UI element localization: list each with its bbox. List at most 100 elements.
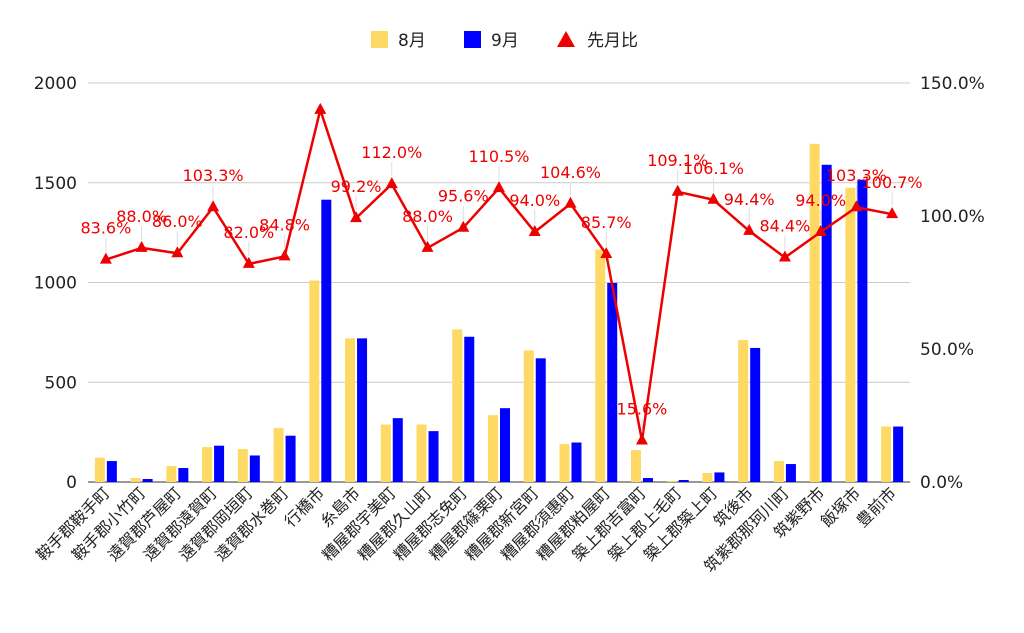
x-category-label: 行橋市	[281, 483, 328, 530]
bar-sep	[464, 336, 475, 482]
bar-aug	[416, 424, 427, 482]
ratio-marker	[528, 224, 541, 236]
bar-aug	[702, 473, 713, 482]
bar-aug	[595, 249, 606, 482]
bar-sep	[785, 464, 796, 482]
ratio-marker	[493, 181, 505, 193]
ratio-marker	[314, 102, 327, 114]
bar-aug	[809, 143, 820, 482]
ratio-marker	[421, 240, 434, 252]
ratio-marker	[600, 247, 613, 259]
y-right-tick-label: 0.0%	[920, 473, 963, 493]
bar-sep	[607, 282, 618, 482]
bar-sep	[321, 199, 332, 482]
bar-aug	[273, 428, 284, 482]
bar-aug	[452, 329, 463, 482]
bar-sep	[106, 461, 117, 482]
data-labels: 83.6%88.0%86.0%103.3%82.0%84.8%99.2%112.…	[80, 143, 923, 433]
ratio-marker	[707, 192, 720, 204]
ratio-marker	[207, 200, 220, 212]
ratio-data-label: 85.7%	[581, 213, 632, 232]
bar-sep	[714, 472, 725, 482]
legend-label-ratio: 先月比	[587, 31, 638, 51]
bar-aug	[630, 450, 641, 482]
ratio-marker	[778, 250, 791, 262]
ratio-data-label: 82.0%	[223, 223, 274, 242]
ratio-data-label: 106.1%	[683, 159, 744, 178]
bar-aug	[345, 338, 356, 482]
bar-aug	[845, 187, 856, 483]
bar-aug	[94, 457, 105, 482]
ratio-marker	[814, 224, 827, 236]
bar-aug	[309, 280, 320, 482]
bar-sep	[678, 480, 689, 482]
y-left-tick-label: 500	[45, 373, 77, 393]
ratio-data-label: 104.6%	[540, 163, 601, 182]
ratio-data-label: 83.6%	[80, 219, 131, 238]
bar-sep	[500, 408, 510, 482]
bar-aug	[166, 466, 177, 482]
ratio-data-label: 112.0%	[361, 143, 422, 162]
bar-sep	[821, 164, 832, 483]
ratio-marker	[171, 246, 184, 258]
bar-sep	[249, 455, 260, 482]
ratio-marker	[743, 223, 756, 235]
y-left-tick-label: 1500	[34, 174, 77, 194]
ratio-marker	[457, 220, 470, 232]
ratio-marker	[671, 184, 684, 196]
ratio-data-label: 103.3%	[183, 166, 244, 185]
ratio-marker	[564, 196, 577, 208]
ratio-marker	[385, 177, 398, 189]
bar-aug	[738, 339, 749, 482]
bar-aug	[559, 444, 570, 482]
bar-sep	[428, 431, 439, 482]
bar-sep	[893, 426, 904, 482]
bar-sep	[178, 468, 189, 482]
bar-sep	[857, 179, 868, 482]
bar-aug	[773, 461, 784, 482]
ratio-data-label: 103.3%	[826, 166, 887, 185]
gridlines	[88, 82, 910, 483]
ratio-data-label: 99.2%	[331, 177, 382, 196]
bar-sep	[642, 478, 653, 482]
y-left-tick-label: 2000	[34, 74, 77, 94]
ratio-marker	[242, 256, 255, 268]
bar-aug	[488, 415, 498, 482]
bar-sep	[535, 358, 546, 482]
bar-sep	[392, 418, 403, 482]
ratio-data-label: 88.0%	[116, 207, 167, 226]
x-category-label: 飯塚市	[817, 483, 864, 530]
bar-aug	[881, 426, 892, 482]
ratio-marker	[635, 433, 648, 445]
y-left-tick-label: 0	[66, 473, 77, 493]
ratio-marker	[99, 252, 112, 264]
ratio-data-label: 86.0%	[152, 212, 203, 231]
ratio-data-label: 95.6%	[438, 187, 489, 206]
bar-sep	[571, 442, 582, 482]
bar-aug	[237, 449, 248, 482]
ratio-data-label: 15.6%	[617, 400, 668, 419]
ratio-marker	[278, 249, 291, 261]
bar-aug	[130, 478, 141, 482]
ratio-data-label: 94.0%	[795, 191, 846, 210]
legend-marker-ratio	[557, 31, 575, 47]
bar-sep	[214, 445, 225, 482]
legend-label-aug: 8月	[398, 31, 426, 51]
ratio-marker	[850, 200, 863, 212]
bar-aug	[202, 447, 213, 482]
bar-sep	[750, 347, 761, 482]
ratio-marker	[350, 211, 363, 223]
bars	[94, 143, 904, 483]
bar-aug	[380, 424, 391, 482]
ratio-data-label: 94.0%	[509, 191, 560, 210]
bar-aug	[666, 481, 677, 482]
ratio-marker	[135, 240, 148, 252]
x-category-label: 豊前市	[853, 483, 900, 530]
y-right-tick-label: 150.0%	[920, 74, 985, 94]
y-right-tick-label: 50.0%	[920, 340, 974, 360]
ratio-data-label: 94.4%	[724, 190, 775, 209]
ratio-data-label: 110.5%	[468, 147, 529, 166]
bar-sep	[285, 435, 296, 482]
y-right-tick-label: 100.0%	[920, 207, 985, 227]
